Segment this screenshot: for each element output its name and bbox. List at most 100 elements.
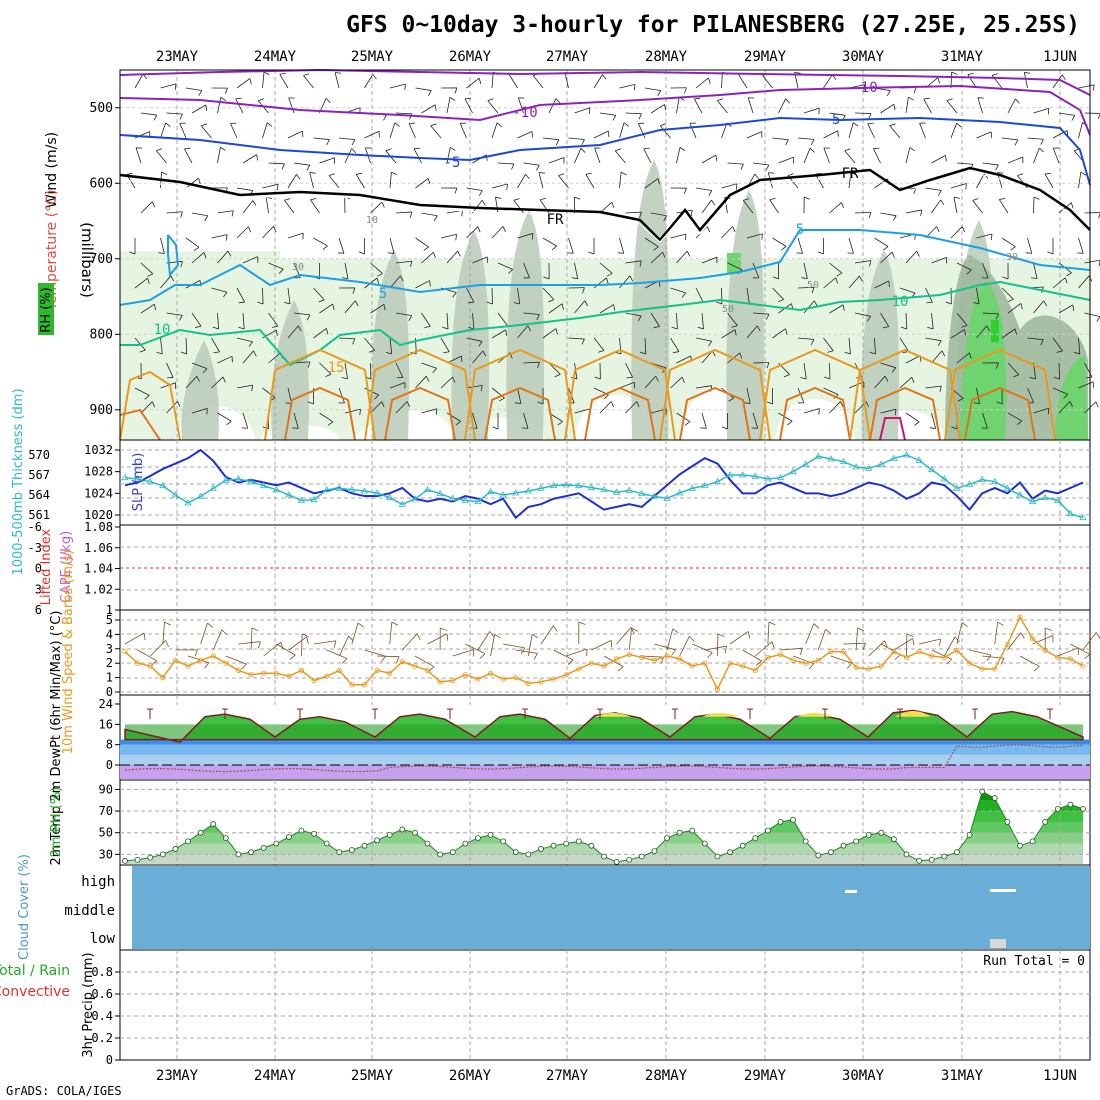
- wind-barb-flag: [638, 113, 642, 120]
- top-date-label: 31MAY: [941, 49, 984, 65]
- wind-barb-shaft: [466, 337, 483, 342]
- axis-tick-label: 500: [90, 101, 113, 116]
- wind-barb-flag: [643, 147, 650, 150]
- wind-barb-flag: [794, 71, 801, 74]
- upper-air-panel: -10 -10 -5 -5 FR FR 5 5 10 10 15 10 30 30 50 50 500 600 7…: [38, 68, 1100, 441]
- thickness-marker: [549, 481, 558, 489]
- axis-tick-label: 1.02: [84, 582, 113, 596]
- wind-barb-shaft: [721, 226, 733, 239]
- wind-barb-shaft: [823, 74, 833, 89]
- wind-barb-flag: [1098, 212, 1100, 219]
- wind10-barb-flag: [724, 646, 727, 654]
- wind-barb-shaft: [854, 260, 871, 264]
- wind-barb-shaft: [262, 387, 276, 399]
- wind-barb-flag: [281, 163, 285, 170]
- wind-barb-shaft: [650, 251, 664, 264]
- contour-plus15-dome: [759, 348, 871, 441]
- wind10-marker: [462, 672, 468, 678]
- wind-barb-flag: [653, 246, 659, 251]
- rh-saturated-spot: [727, 253, 741, 273]
- wind-barb-flag: [538, 172, 545, 174]
- wind-barb-shaft: [491, 122, 498, 139]
- wind-barb-shaft: [440, 233, 457, 239]
- contour-plus15-dome: [944, 348, 1056, 441]
- wind-barb-shaft: [1078, 237, 1084, 254]
- top-date-label: 1JUN: [1043, 49, 1077, 65]
- rh-label-rh10: 10: [366, 215, 378, 226]
- wind-barb-flag: [278, 268, 284, 274]
- wind-barb-shaft: [905, 209, 922, 214]
- wind-barb-flag: [352, 287, 356, 294]
- wind10-barb-flag: [825, 628, 832, 635]
- thickness-marker: [915, 456, 923, 463]
- wind-barb-flag: [273, 226, 277, 232]
- thickness-slp-panel: 570 567 564 561 1032 1028 1024 1020 1000-500mb …: [11, 388, 1091, 576]
- wind-barb-shaft: [880, 362, 896, 369]
- wind10-panel-frame: [119, 609, 1091, 696]
- wind-barb-flag: [409, 211, 413, 218]
- contour-plus20-dome: [869, 386, 941, 441]
- rh-moist-column: [451, 230, 490, 440]
- axis-tick-label: 0: [106, 1053, 113, 1067]
- wind-barb-shaft: [803, 262, 808, 279]
- rh2-marker: [172, 846, 179, 852]
- wind10-marker: [550, 676, 557, 682]
- thickness-marker: [335, 484, 343, 491]
- wind-barb-shaft: [242, 312, 245, 329]
- wind-barb-shaft: [211, 287, 228, 293]
- wind10-marker: [487, 670, 494, 676]
- wind-barb-flag: [279, 72, 286, 75]
- wind-barb-flag: [514, 402, 521, 405]
- wind10-barb-shaft: [377, 655, 400, 658]
- wind-barb-flag: [202, 368, 208, 374]
- wind-barb-shaft: [156, 150, 167, 164]
- wind10-barb-flag: [862, 643, 866, 651]
- wind-barb-shaft: [880, 103, 895, 114]
- axis-tick-label: 0.8: [91, 965, 113, 979]
- axis-tick-label: -3: [28, 541, 42, 555]
- wind-barb-shaft: [1052, 147, 1060, 164]
- wind-barb-shaft: [166, 362, 174, 378]
- wind-barb-flag: [449, 146, 456, 151]
- wind-barb-shaft: [594, 147, 601, 164]
- wind-barb-shaft: [574, 300, 586, 314]
- wind-barb-flag: [804, 196, 810, 200]
- contour-label-m10b: -10: [852, 80, 877, 96]
- wind-barb-flag: [639, 212, 642, 218]
- wind-barb-flag: [640, 351, 646, 355]
- wind-barb-shaft: [421, 251, 434, 264]
- wind10-barb-shaft: [855, 628, 858, 651]
- wind-barb-flag: [151, 401, 156, 408]
- wind-barb-shaft: [370, 401, 383, 414]
- wind-barb-shaft: [160, 337, 163, 354]
- wind-barb-shaft: [568, 337, 585, 340]
- thickness-marker: [423, 485, 432, 493]
- wind-barb-shaft: [701, 312, 704, 329]
- rh2-marker: [462, 840, 469, 847]
- wind10-marker: [324, 673, 330, 679]
- wind-barb-shaft: [1078, 337, 1081, 354]
- wind-barb-shaft: [778, 98, 787, 114]
- wind-barb-flag: [521, 427, 529, 429]
- rh2-marker: [538, 846, 544, 852]
- wind-barb-shaft: [593, 337, 605, 351]
- wind-barb-shaft: [293, 361, 310, 364]
- wind-barb-shaft: [676, 97, 680, 114]
- thickness-marker: [398, 500, 407, 507]
- wind10-barb-shaft: [767, 622, 770, 645]
- wind-barb-shaft: [446, 97, 451, 114]
- wind-barb-shaft: [844, 150, 856, 164]
- wind-barb-shaft: [931, 155, 946, 164]
- wind-barb-flag: [581, 139, 585, 146]
- wind-barb-flag: [478, 190, 483, 196]
- wind10-barb-flag: [672, 628, 679, 634]
- wind-barb-flag: [660, 123, 667, 127]
- wind-barb-flag: [684, 234, 687, 241]
- wind-barb-flag: [539, 198, 547, 201]
- wind-barb-shaft: [956, 262, 972, 271]
- wind-barb-shaft: [466, 187, 483, 191]
- wind-barb-shaft: [517, 174, 526, 189]
- slp-line: [124, 448, 1084, 520]
- wind-barb-flag: [306, 314, 311, 321]
